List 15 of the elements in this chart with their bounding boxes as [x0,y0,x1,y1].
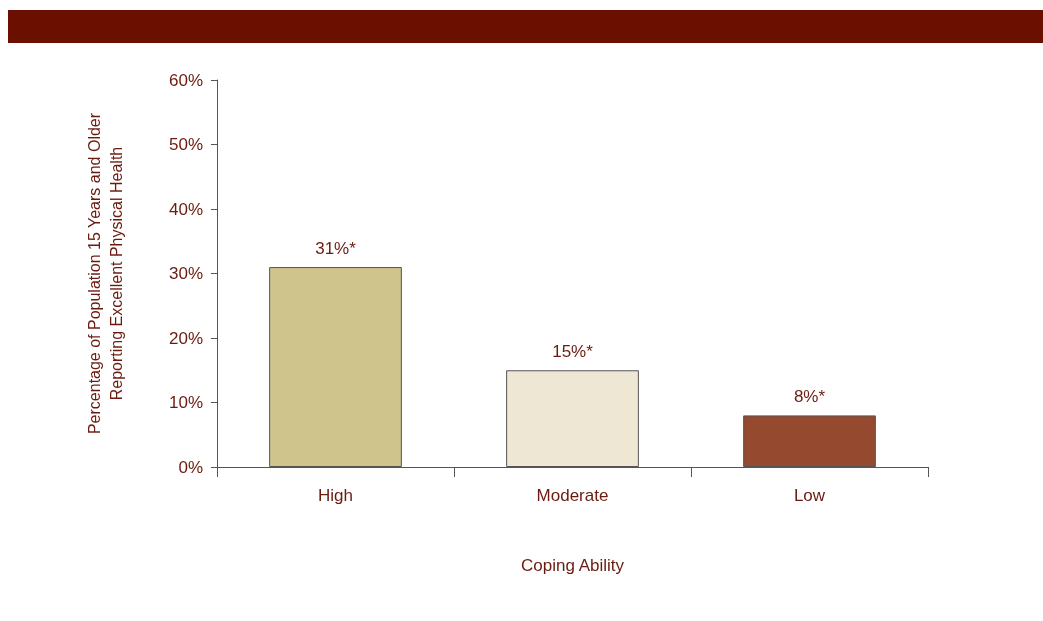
data-label: 8%* [793,387,826,407]
y-tick-label: 40% [168,199,203,219]
y-tick-label: 30% [168,264,203,283]
y-tick-label: 0% [178,457,203,477]
y-tick-label: 10% [168,393,203,412]
data-label: 15%* [552,342,594,362]
x-axis-title: Coping Ability [520,556,625,575]
x-tick-label: Low [793,486,826,505]
data-label: 31%* [315,239,357,259]
x-tick-label: Moderate [536,486,609,505]
y-tick-label: 20% [168,328,203,348]
x-tick-label: High [318,486,353,505]
y-tick-label: 60% [168,70,203,90]
y-tick-label: 50% [168,135,203,154]
y-axis-title: Percentage of Population 15 Years and Older Reporting Excellent Physical Health [85,112,125,435]
